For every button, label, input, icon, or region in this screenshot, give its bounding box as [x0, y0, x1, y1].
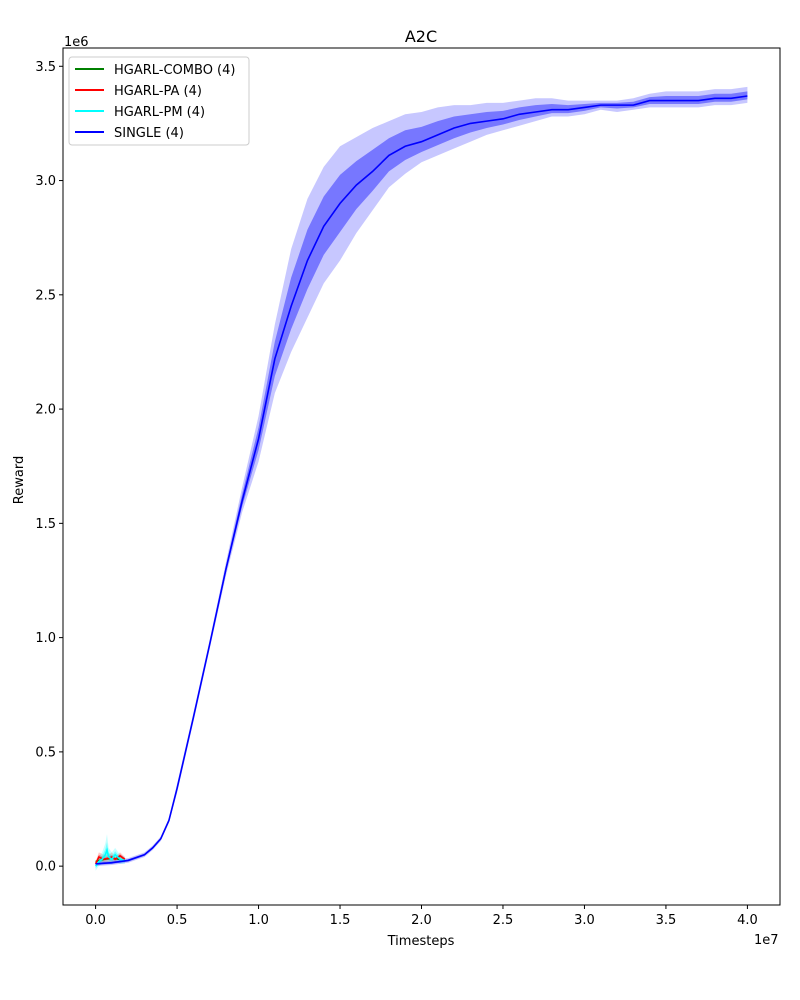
y-tick-label: 2.0 — [35, 403, 56, 418]
x-offset-label: 1e7 — [754, 933, 779, 948]
x-tick-label: 2.0 — [411, 913, 432, 928]
legend-label-hgarl-combo-4: HGARL-COMBO (4) — [114, 63, 235, 78]
x-tick-label: 0.5 — [167, 913, 188, 928]
y-tick-label: 0.0 — [35, 860, 56, 875]
plot-frame — [62, 47, 781, 906]
legend-label-hgarl-pm-4: HGARL-PM (4) — [114, 105, 205, 120]
y-tick-label: 1.5 — [35, 517, 56, 532]
y-tick-label: 3.0 — [35, 174, 56, 189]
x-axis-ticks: 0.0 0.5 1.0 1.5 2.0 2.5 3.0 3.5 4.0 — [85, 905, 758, 928]
x-axis-label: Timesteps — [387, 934, 455, 949]
chart-title: A2C — [405, 27, 437, 46]
legend-frame — [68, 56, 250, 146]
x-tick-label: 1.0 — [248, 913, 269, 928]
y-tick-label: 0.5 — [35, 745, 56, 760]
y-tick-label: 1.0 — [35, 631, 56, 646]
y-axis-ticks: 0.0 0.5 1.0 1.5 2.0 2.5 3.0 3.5 — [35, 60, 63, 875]
x-tick-label: 0.0 — [85, 913, 106, 928]
hgarl-pm-4-inner-band — [95, 842, 125, 869]
y-offset-label: 1e6 — [64, 35, 89, 50]
legend-label-hgarl-pa-4: HGARL-PA (4) — [114, 84, 202, 99]
series-lines — [94, 95, 748, 867]
x-tick-label: 3.0 — [574, 913, 595, 928]
x-tick-label: 2.5 — [493, 913, 514, 928]
y-axis-label: Reward — [12, 456, 27, 504]
hgarl-pa-4-outer-band — [95, 852, 125, 867]
y-tick-label: 3.5 — [35, 60, 56, 75]
x-tick-label: 3.5 — [656, 913, 677, 928]
x-tick-label: 1.5 — [330, 913, 351, 928]
y-tick-label: 2.5 — [35, 288, 56, 303]
legend-label-single-4: SINGLE (4) — [114, 126, 184, 141]
single-4-line — [95, 95, 748, 865]
legend: HGARL-COMBO (4) HGARL-PA (4) HGARL-PM (4) S… — [68, 56, 250, 146]
hgarl-pm-4-line — [94, 847, 126, 867]
x-tick-label: 4.0 — [737, 913, 758, 928]
